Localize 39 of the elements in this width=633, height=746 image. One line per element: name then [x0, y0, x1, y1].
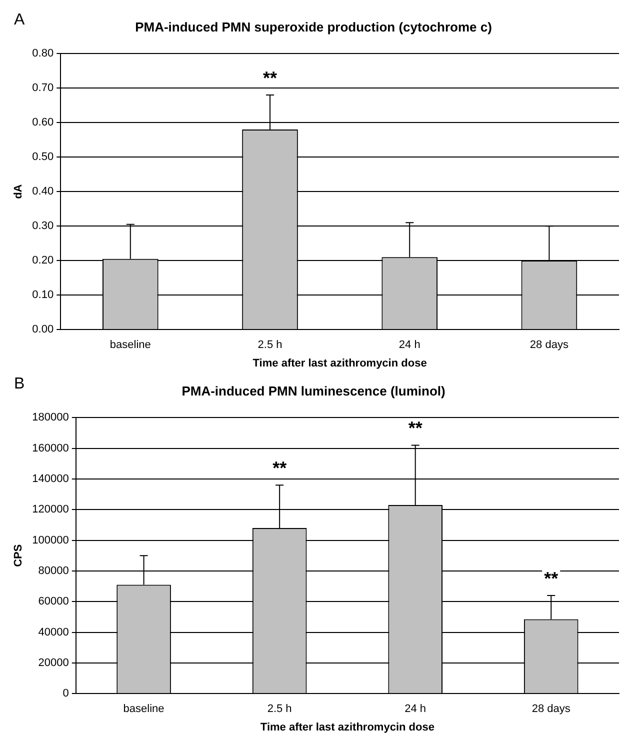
chart-title: PMA-induced PMN luminescence (luminol) [182, 383, 446, 398]
text: B [14, 375, 25, 392]
x-axis-title: Time after last azithromycin dose [260, 721, 434, 734]
annotation: ** [408, 418, 422, 438]
x-tick-label: baseline [123, 703, 164, 716]
y-tick-label: 180000 [32, 412, 69, 424]
y-tick-label: 0.70 [32, 82, 54, 94]
x-tick-label: 28 days [532, 703, 571, 716]
y-axis-title: dA [12, 184, 25, 199]
y-tick-label: 140000 [32, 472, 69, 485]
y-tick-label: 0.40 [32, 186, 54, 198]
x-tick-label: 24 h [404, 703, 426, 716]
text: A [14, 11, 25, 28]
x-tick-label: 2.5 h [267, 703, 292, 716]
y-tick-label: 40000 [38, 626, 69, 638]
y-tick-label: 0 [62, 688, 69, 700]
y-tick-label: 160000 [32, 442, 69, 454]
x-axis-title: Time after last azithromycin dose [252, 357, 427, 370]
x-tick-label: 2.5 h [258, 339, 282, 352]
y-tick-label: 60000 [38, 596, 69, 608]
y-tick-label: 0.10 [32, 289, 54, 302]
x-tick-label: 24 h [398, 339, 420, 352]
x-tick-label: baseline [110, 339, 151, 352]
y-tick-label: 120000 [32, 504, 69, 516]
y-tick-label: 0.60 [32, 116, 54, 129]
y-tick-label: 0.00 [32, 324, 54, 336]
y-tick-label: 20000 [38, 656, 69, 669]
y-tick-label: 100000 [32, 534, 69, 546]
y-tick-label: 0.20 [32, 254, 54, 267]
y-tick-label: 0.30 [32, 220, 54, 232]
annotation: ** [544, 568, 558, 588]
annotation: ** [263, 68, 278, 88]
annotation: ** [272, 458, 287, 478]
y-tick-label: 0.80 [32, 48, 54, 60]
chart-title: PMA-induced PMN superoxide production (cytochrome c) [135, 19, 492, 34]
y-axis-title: CPS [12, 544, 25, 567]
y-tick-label: 80000 [38, 564, 69, 577]
y-tick-label: 0.50 [32, 151, 54, 164]
x-tick-label: 28 days [530, 339, 569, 352]
